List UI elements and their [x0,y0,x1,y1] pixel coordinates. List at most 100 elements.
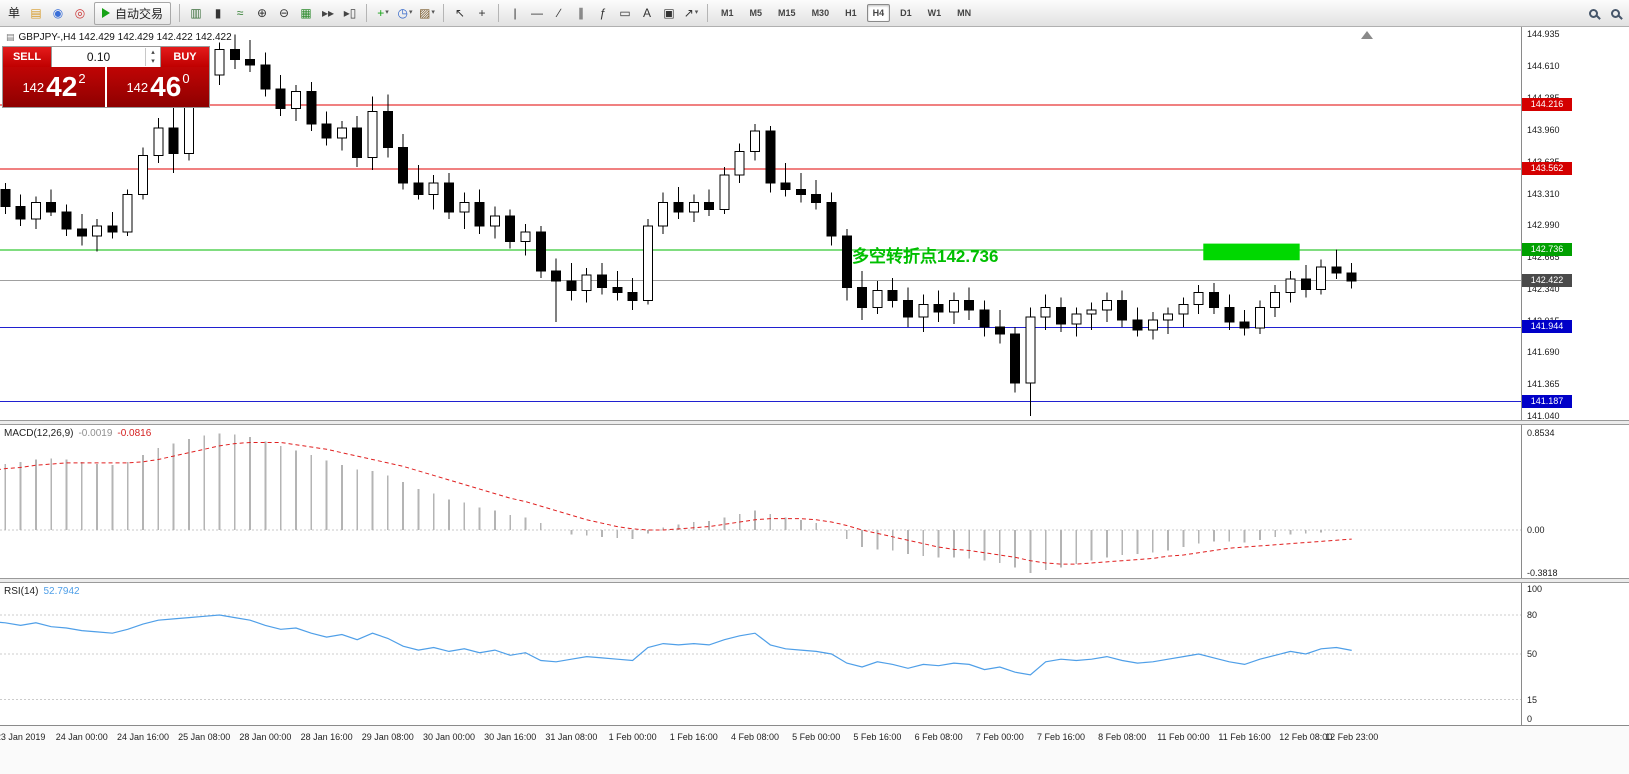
time-axis-label: 23 Jan 2019 [0,732,46,742]
rsi-axis-label: 80 [1527,610,1538,620]
fibonacci-icon[interactable]: ƒ [599,6,607,20]
price-axis-tag: 141.944 [1522,320,1572,334]
panel-splitter[interactable] [0,420,1629,425]
spinner-up-icon[interactable]: ▴ [151,49,155,56]
price-axis-tag: 142.422 [1522,273,1572,287]
toolbar-separator [707,4,709,22]
shapes-icon[interactable]: ▭ [619,6,631,20]
sell-button[interactable]: SELL [3,47,51,67]
rsi-panel[interactable] [0,583,1521,725]
add-indicator-icon[interactable]: + ▾ [373,3,393,23]
timeframe-m15[interactable]: M15 [778,8,796,18]
timeframe-m1[interactable]: M1 [721,8,734,18]
autotrading-button[interactable]: 自动交易 [94,1,172,25]
search-icon[interactable] [1583,3,1603,23]
tile-windows-icon[interactable]: ▦ [300,6,312,20]
chart-shift-marker[interactable] [1361,31,1373,39]
volume-field[interactable]: 0.10 ▴ ▾ [51,47,161,67]
timeframe-h4[interactable]: H4 [866,4,891,22]
price-axis[interactable]: 144.935144.610144.285143.960143.635143.3… [1522,27,1629,725]
crosshair-icon[interactable]: + [478,6,486,20]
text-label-icon[interactable]: ▣ [663,6,675,20]
timeframe-d1[interactable]: D1 [900,8,912,18]
price-axis-border [1521,27,1522,725]
timeframe-h1[interactable]: H1 [845,8,857,18]
navigator-icon[interactable]: ◎ [74,6,86,20]
buy-price[interactable]: 142 46 0 [107,67,209,107]
chart-shift-icon[interactable]: ▸▯ [343,6,357,20]
time-axis-label: 30 Jan 16:00 [484,732,537,742]
period-icon[interactable]: ◷ ▾ [395,3,415,23]
rsi-axis-label: 0 [1527,714,1533,724]
rsi-axis-label: 50 [1527,649,1538,659]
line-chart-icon[interactable]: ≈ [236,6,244,20]
timeframe-mn[interactable]: MN [957,8,972,18]
price-axis-label: 144.935 [1527,29,1560,40]
toolbar: 单 ▤ ◉ ◎ 自动交易 ▥ ▮ ≈ ⊕ ⊖ ▦ ▸▸ ▸▯ + ▾ ◷ ▾ ▨ ▾ ↖ + | — ∕ ∥ ƒ ▭ A ▣ ↗ ▾ M1 M5… [0,0,1629,27]
chevron-down-icon: ▾ [431,9,435,16]
candlestick-chart-icon[interactable]: ▮ [214,6,222,20]
new-order-icon[interactable]: 单 [7,6,20,20]
toolbar-separator [366,4,368,22]
auto-scroll-icon[interactable]: ▸▸ [321,6,335,20]
macd-histogram [4,433,1338,574]
time-axis-label: 7 Feb 00:00 [975,732,1024,742]
bar-chart-icon[interactable]: ▥ [190,6,202,20]
toolbar-separator [498,4,500,22]
price-axis-tag: 144.216 [1522,97,1572,111]
macd-label: MACD(12,26,9) -0.0019 -0.0816 [4,428,152,439]
rsi-line [0,614,1352,676]
price-chart[interactable] [0,28,1521,420]
volume-spinner[interactable]: ▴ ▾ [145,48,160,66]
time-axis[interactable]: 23 Jan 2019 24 Jan 00:00 24 Jan 16:00 25 Ja… [0,725,1629,774]
channel-icon[interactable]: ∥ [578,6,585,20]
price-axis-label: 142.990 [1527,219,1560,230]
time-axis-label: 1 Feb 00:00 [608,732,657,742]
annotation-text[interactable]: 多空转折点142.736 [852,247,999,266]
price-axis-label: 143.635 [1527,157,1560,167]
template-icon[interactable]: ▨ ▾ [417,3,437,23]
market-watch-icon[interactable]: ◉ [52,6,64,20]
horizontal-line-icon[interactable]: — [531,6,544,20]
timeframe-m5[interactable]: M5 [749,8,763,18]
zoom-out-icon[interactable]: ⊖ [278,6,290,20]
time-axis-label: 5 Feb 16:00 [853,732,902,742]
chevron-down-icon: ▾ [409,9,413,16]
buy-button[interactable]: BUY [161,47,209,67]
time-axis-label: 11 Feb 16:00 [1218,732,1271,742]
timeframe-w1[interactable]: W1 [927,8,942,18]
time-axis-label: 5 Feb 00:00 [792,732,841,742]
macd-signal-value: -0.0816 [117,428,152,439]
time-axis-label: 30 Jan 00:00 [422,732,476,742]
macd-axis-label: 0.8534 [1527,427,1555,438]
timeframe-m30[interactable]: M30 [811,8,830,18]
rsi-axis-label: 15 [1527,694,1538,705]
profiles-icon[interactable]: ▤ [30,6,42,20]
candles-layer [0,34,1357,417]
panel-splitter[interactable] [0,578,1629,583]
macd-axis-label: 0.00 [1527,525,1545,535]
magnifier-icon[interactable] [1605,3,1625,23]
rsi-value: 52.7942 [43,586,80,597]
time-axis-label: 6 Feb 08:00 [914,732,963,742]
cursor-icon[interactable]: ↖ [454,6,466,20]
macd-axis-label: -0.3818 [1527,568,1558,579]
spinner-down-icon[interactable]: ▾ [151,58,155,65]
time-axis-label: 24 Jan 00:00 [55,732,108,742]
zoom-in-icon[interactable]: ⊕ [256,6,268,20]
time-axis-label: 11 Feb 00:00 [1157,732,1210,742]
vertical-line-icon[interactable]: | [513,6,517,20]
price-axis-label: 142.665 [1527,251,1560,262]
highlight-rectangle[interactable] [1203,243,1300,261]
price-axis-label: 142.340 [1527,283,1560,294]
trendline-icon[interactable]: ∕ [558,6,561,20]
arrows-icon[interactable]: ↗ ▾ [681,3,701,23]
toolbar-separator [179,4,181,22]
time-axis-label: 24 Jan 16:00 [116,732,170,742]
symbol-icon: ▤ [6,32,15,42]
volume-value[interactable]: 0.10 [86,50,111,64]
sell-price[interactable]: 142 42 2 [3,67,105,107]
macd-panel[interactable] [0,425,1521,578]
time-axis-label: 12 Feb 08:00 [1279,732,1333,742]
text-icon[interactable]: A [643,6,652,20]
